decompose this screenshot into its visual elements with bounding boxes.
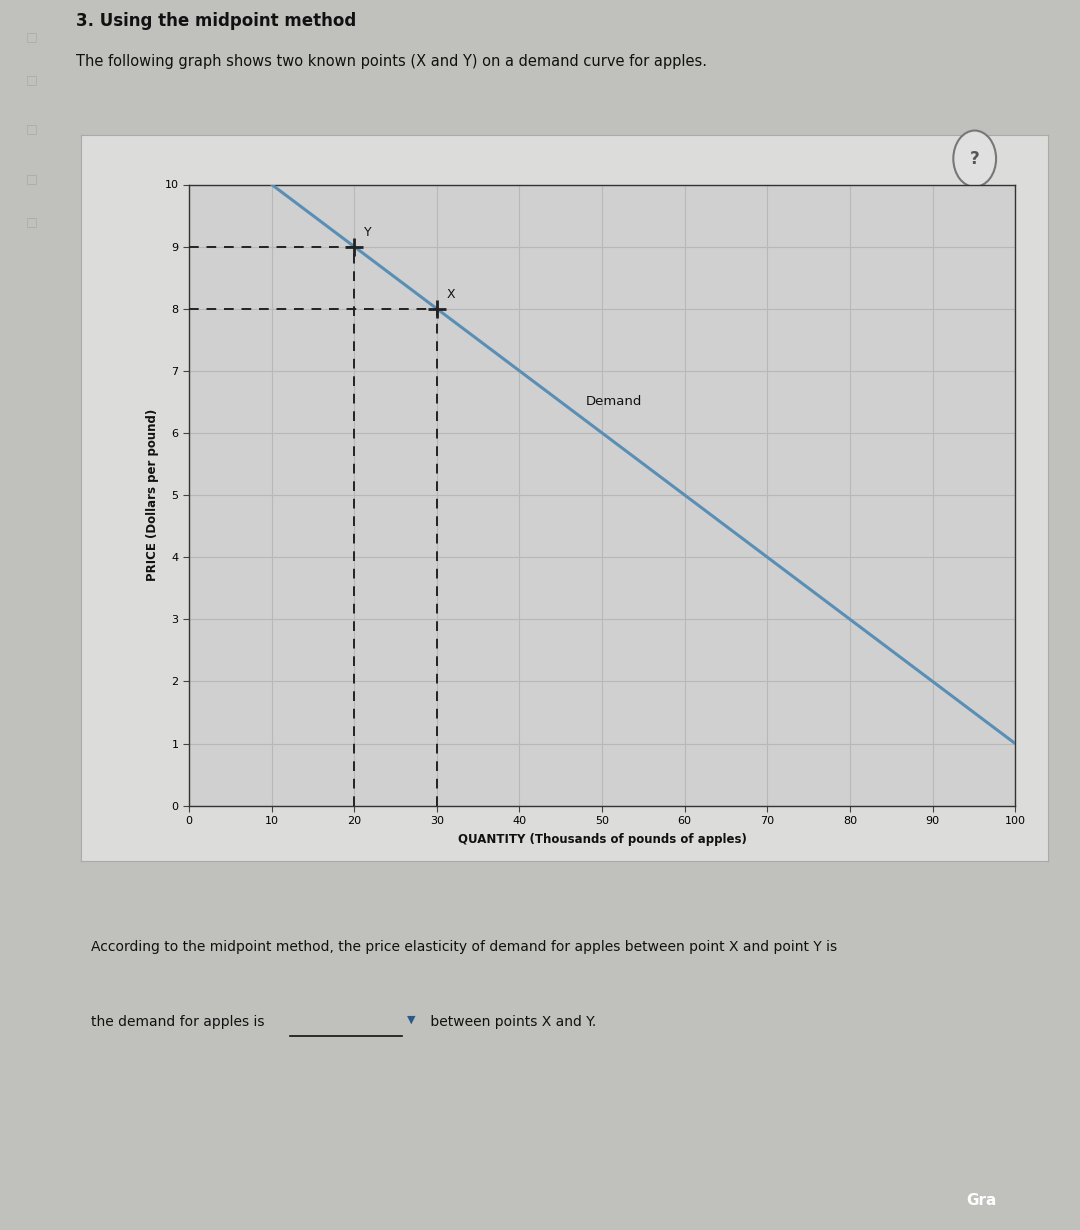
Text: The following graph shows two known points (X and Y) on a demand curve for apple: The following graph shows two known poin… (76, 54, 706, 69)
Text: Gra: Gra (967, 1193, 997, 1208)
Text: ▼: ▼ (406, 1015, 415, 1025)
Text: □: □ (26, 215, 37, 228)
Text: the demand for apples is: the demand for apples is (91, 1015, 269, 1030)
X-axis label: QUANTITY (Thousands of pounds of apples): QUANTITY (Thousands of pounds of apples) (458, 833, 746, 846)
Text: Demand: Demand (585, 395, 642, 408)
Text: ?: ? (970, 150, 980, 167)
Text: □: □ (26, 172, 37, 184)
Text: 3. Using the midpoint method: 3. Using the midpoint method (76, 12, 355, 31)
Text: □: □ (26, 31, 37, 43)
Text: X: X (447, 288, 456, 301)
Text: According to the midpoint method, the price elasticity of demand for apples betw: According to the midpoint method, the pr… (91, 940, 837, 953)
Text: □: □ (26, 123, 37, 135)
Text: Y: Y (364, 226, 372, 239)
Y-axis label: PRICE (Dollars per pound): PRICE (Dollars per pound) (146, 408, 159, 582)
Text: between points X and Y.: between points X and Y. (426, 1015, 596, 1030)
Circle shape (954, 130, 996, 187)
Text: □: □ (26, 74, 37, 86)
